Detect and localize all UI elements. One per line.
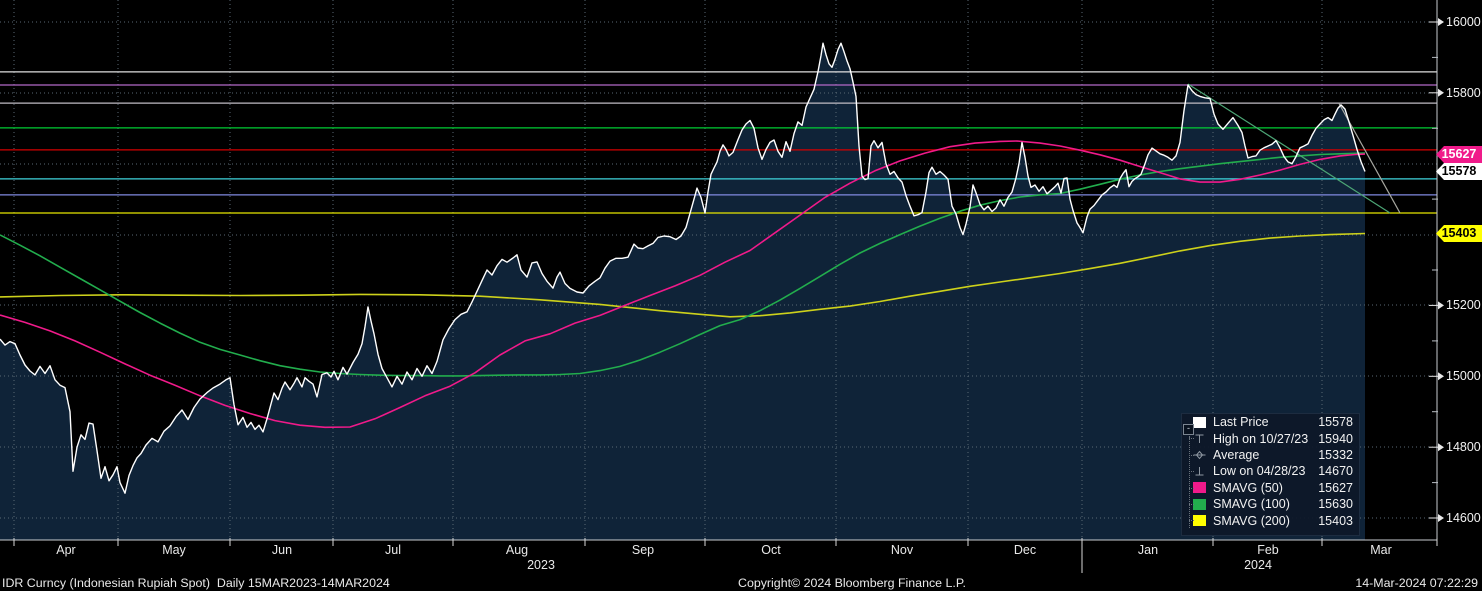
average-marker-icon [1193, 450, 1206, 460]
month-label: Nov [890, 543, 914, 557]
legend-tree-line [1189, 436, 1190, 528]
status-bar: IDR Curncy (Indonesian Rupiah Spot) Dail… [0, 575, 1482, 591]
smavg200-line [0, 232, 1366, 318]
legend-row[interactable]: Low on 04/28/23 14670 [1182, 463, 1359, 479]
legend-label: SMAVG (100) [1213, 497, 1290, 512]
legend-tree-stub [1189, 454, 1194, 456]
price-chart-plot[interactable] [0, 0, 1482, 575]
legend-value: 15940 [1318, 431, 1353, 446]
x-axis-ticks [13, 538, 1438, 573]
copyright-text: Copyright© 2024 Bloomberg Finance L.P. [738, 576, 966, 590]
price-area-fill [0, 43, 1365, 540]
legend-label: SMAVG (200) [1213, 513, 1290, 528]
month-label: Feb [1257, 543, 1279, 557]
legend-row[interactable]: SMAVG (100) 15630 [1182, 496, 1359, 512]
smavg50-line [0, 140, 1366, 429]
low-marker-icon [1195, 467, 1204, 476]
legend-collapse-icon[interactable]: - [1183, 424, 1194, 435]
smavg100-line [0, 152, 1366, 377]
series-swatch-icon [1193, 515, 1206, 527]
month-label: Dec [1013, 543, 1037, 557]
y-axis-label: 14600 [1446, 511, 1481, 525]
series-swatch-icon [1193, 416, 1206, 428]
legend-label: Average [1213, 447, 1260, 462]
month-label: May [162, 543, 186, 557]
price-tag: 15627 [1436, 146, 1482, 163]
legend-label: High on 10/27/23 [1213, 431, 1309, 446]
legend-value: 15578 [1318, 415, 1353, 430]
chart-legend: - Last Price 15578 High on 10/27/23 15940 Av… [1181, 413, 1360, 536]
legend-tree-stub [1189, 487, 1194, 489]
price-tag: 15578 [1436, 163, 1482, 180]
legend-value: 15630 [1318, 497, 1353, 512]
legend-row[interactable]: High on 10/27/23 15940 [1182, 430, 1359, 446]
legend-value: 15403 [1318, 513, 1353, 528]
high-marker-icon [1195, 434, 1204, 443]
month-label: Apr [56, 543, 76, 557]
y-axis-label: 14800 [1446, 440, 1481, 454]
legend-row[interactable]: Average 15332 [1182, 447, 1359, 463]
month-label: Jun [271, 543, 293, 557]
chart-title: IDR Curncy (Indonesian Rupiah Spot) Dail… [2, 576, 390, 590]
month-label: Jan [1137, 543, 1159, 557]
month-label: Sep [631, 543, 655, 557]
month-label: Jul [385, 543, 401, 557]
legend-value: 15332 [1318, 447, 1353, 462]
legend-label: Low on 04/28/23 [1213, 464, 1306, 479]
legend-row[interactable]: Last Price 15578 [1182, 414, 1359, 430]
month-label: Oct [761, 543, 781, 557]
y-axis-label: 15800 [1446, 86, 1481, 100]
legend-row[interactable]: SMAVG (200) 15403 [1182, 512, 1359, 528]
legend-tree-stub [1189, 503, 1194, 505]
legend-tree-stub [1189, 471, 1194, 473]
legend-tree-stub [1189, 520, 1194, 522]
y-axis-label: 15200 [1446, 298, 1481, 312]
legend-value: 15627 [1318, 480, 1353, 495]
series-swatch-icon [1193, 498, 1206, 510]
series-swatch-icon [1193, 482, 1206, 494]
month-label: Aug [505, 543, 529, 557]
timestamp: 14-Mar-2024 07:22:29 [1355, 576, 1478, 590]
month-label: Mar [1370, 543, 1392, 557]
legend-label: Last Price [1213, 415, 1269, 430]
y-axis-label: 16000 [1446, 15, 1481, 29]
year-label: 2024 [1244, 558, 1272, 572]
last-price-line [0, 42, 1366, 494]
year-label: 2023 [527, 558, 555, 572]
legend-tree-stub [1189, 438, 1194, 440]
y-axis-ticks [1429, 18, 1444, 522]
y-axis-label: 15000 [1446, 369, 1481, 383]
price-tag: 15403 [1436, 225, 1482, 242]
trend-line [1187, 83, 1391, 214]
legend-value: 14670 [1318, 464, 1353, 479]
legend-row[interactable]: SMAVG (50) 15627 [1182, 480, 1359, 496]
legend-label: SMAVG (50) [1213, 480, 1283, 495]
